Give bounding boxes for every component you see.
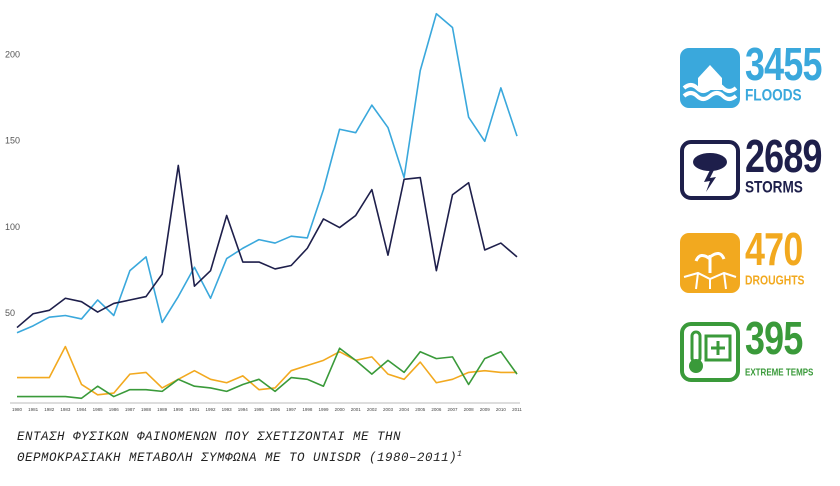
x-tick-label: 2010	[496, 407, 507, 412]
x-tick-label: 1980	[12, 407, 23, 412]
x-tick-label: 1981	[28, 407, 39, 412]
x-tick-label: 2000	[335, 407, 346, 412]
x-tick-label: 1999	[318, 407, 329, 412]
legend-total: 2689	[745, 131, 822, 182]
x-tick-label: 1998	[302, 407, 313, 412]
legend-total: 470	[745, 224, 803, 275]
y-tick-label: 50	[5, 308, 15, 318]
y-tick-label: 100	[5, 222, 20, 232]
x-tick-label: 2002	[367, 407, 378, 412]
x-tick-label: 1993	[222, 407, 233, 412]
series-line	[16, 164, 518, 329]
y-tick-label: 150	[5, 136, 20, 146]
storms-icon	[680, 140, 740, 200]
x-tick-label: 2008	[464, 407, 475, 412]
caption-text: ΕΝΤΑΣΗ ΦΥΣΙΚΩΝ ΦΑΙΝΟΜΕΝΩΝ ΠΟΥ ΣΧΕΤΙΖΟΝΤΑ…	[17, 430, 458, 466]
chart: 50 100 150 200 1980 1981 1982 1983 1984 1985 1986 1…	[5, 12, 822, 412]
droughts-icon	[680, 233, 740, 293]
x-tick-label: 2004	[399, 407, 410, 412]
caption: ΕΝΤΑΣΗ ΦΥΣΙΚΩΝ ΦΑΙΝΟΜΕΝΩΝ ΠΟΥ ΣΧΕΤΙΖΟΝΤΑ…	[17, 428, 487, 467]
x-tick-label: 2003	[383, 407, 394, 412]
footnote-marker: 1	[457, 450, 463, 459]
x-tick-label: 2006	[431, 407, 442, 412]
legend-name: STORMS	[745, 178, 803, 197]
legend-item: 395 EXTREME TEMPS	[745, 313, 813, 378]
x-tick-label: 1983	[60, 407, 71, 412]
x-tick-label: 1995	[254, 407, 265, 412]
x-tick-label: 1996	[270, 407, 281, 412]
legend-name: EXTREME TEMPS	[745, 367, 813, 378]
x-tick-label: 1985	[93, 407, 104, 412]
x-tick-label: 1989	[157, 407, 168, 412]
series-line	[16, 12, 518, 334]
x-tick-label: 2011	[512, 407, 522, 412]
x-tick-label: 1984	[77, 407, 88, 412]
x-tick-label: 1997	[286, 407, 297, 412]
x-tick-label: 1982	[44, 407, 55, 412]
legend-total: 395	[745, 313, 803, 364]
x-tick-label: 2001	[351, 407, 362, 412]
temps-icon	[680, 322, 740, 382]
x-tick-label: 1991	[189, 407, 200, 412]
series-line	[17, 345, 517, 396]
floods-icon	[680, 48, 740, 108]
series-line	[17, 347, 518, 400]
x-tick-label: 1994	[238, 407, 249, 412]
x-tick-label: 2009	[480, 407, 491, 412]
legend-name: FLOODS	[745, 86, 802, 105]
x-tick-label: 2007	[447, 407, 458, 412]
x-tick-label: 2005	[415, 407, 426, 412]
x-tick-label: 1986	[109, 407, 120, 412]
x-tick-label: 1988	[141, 407, 152, 412]
x-tick-label: 1990	[173, 407, 184, 412]
legend-total: 3455	[745, 39, 822, 90]
y-tick-label: 200	[5, 49, 20, 59]
legend-name: DROUGHTS	[745, 273, 805, 287]
x-tick-label: 1992	[206, 407, 217, 412]
x-tick-label: 1987	[125, 407, 136, 412]
